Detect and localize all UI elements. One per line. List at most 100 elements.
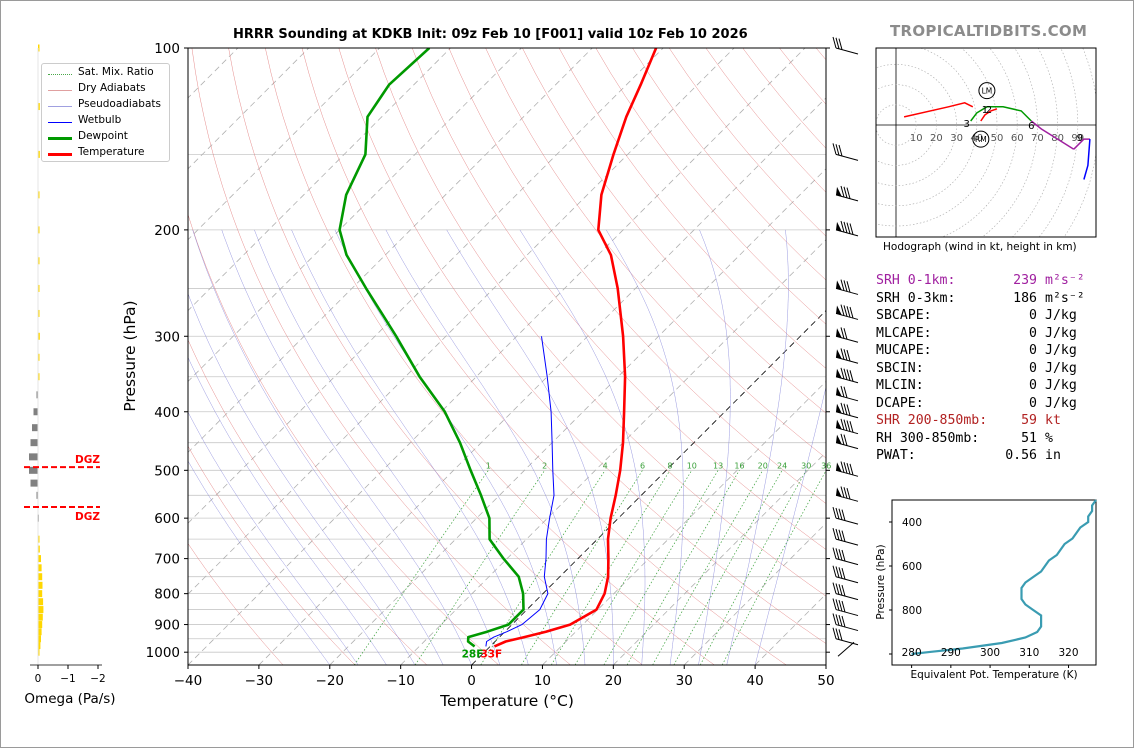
barb-tick [832,598,837,610]
theta-x-tick-label: 320 [1059,647,1079,659]
stat-label: RH 300-850mb: [876,430,980,446]
barb-tick [832,143,837,155]
omega-bar [38,309,40,317]
theta-x-tick-label: 290 [941,647,961,659]
barb-tick [843,434,848,446]
barb-tick [843,403,848,415]
barb-flag [836,280,842,291]
skewt-frame [187,47,827,666]
wind-barb [832,582,859,601]
chart-title: HRRR Sounding at KDKB Init: 09z Feb 10 [… [233,27,748,42]
temp-tick-label: 30 [676,673,693,689]
isotherm [329,168,826,665]
omega-bar [38,257,40,265]
stat-label: MLCAPE: [876,325,932,341]
hodo-height-label: 1 [982,105,988,116]
surface-dewpoint-label: 28F [462,648,484,660]
theta-frame [891,499,1097,666]
stat-value: 0 [1029,378,1037,393]
profile-dewpoint [338,48,525,648]
stat-label: DCAPE: [876,395,924,411]
omega-tick-label: −1 [60,673,75,685]
stat-label: PWAT: [876,448,916,463]
omega-bar [36,491,38,499]
barb-tick [846,349,851,362]
stat-value: 186 [1013,290,1037,306]
barb-tick [832,528,837,540]
stat-value: 0 [1029,395,1037,411]
storm-motion-label: LM [982,87,993,96]
barb-tick [843,305,848,317]
mixing-ratio-label: 10 [687,461,697,470]
hodo-segment [980,108,998,122]
stat-unit: J/kg [1045,360,1077,376]
temp-tick-label: 50 [817,673,834,689]
barb-tick [846,420,851,432]
theta-y-tick-label: 400 [902,517,922,529]
pressure-tick-label: 1000 [146,645,180,661]
omega-bar [30,439,38,447]
stat-label: MUCAPE: [876,343,932,358]
mixing-ratio-label: 36 [821,461,831,470]
barb-tick [843,221,848,233]
hodo-segment [1073,138,1090,150]
mixing-ratio-line [550,470,671,665]
stat-value: 0 [1029,325,1037,341]
barb-flag [836,386,842,397]
stat-unit: J/kg [1045,308,1077,323]
mixing-ratio-label: 2 [542,461,547,470]
wind-barb [837,641,855,657]
stat-value: 239 [1013,273,1037,288]
wind-barb [835,461,859,477]
barb-tick [832,565,837,577]
isotherm [258,97,826,665]
hodo-segment [970,106,1032,122]
brand-watermark: TROPICALTIDBITS.COM [890,22,1088,40]
barb-tick [835,566,840,578]
hodo-ring [876,48,978,207]
barb-tick [838,529,843,541]
dry-adiabat [595,48,826,325]
wind-barb [832,507,859,525]
barb-tick [835,37,840,49]
stat-unit: J/kg [1045,325,1077,341]
barb-tick [840,279,845,291]
omega-bar [36,391,38,399]
hodo-ring [876,84,937,166]
pseudoadiabat [188,292,416,665]
pressure-tick-label: 400 [154,405,180,421]
omega-bar [38,573,43,581]
stat-unit: J/kg [1045,378,1077,393]
barb-tick [840,185,845,198]
mixing-ratio-label: 20 [758,461,768,470]
barb-tick [841,584,846,597]
barb-tick [849,421,854,433]
barb-tick [841,600,846,613]
barb-tick [835,599,840,611]
omega-bar [38,353,40,361]
barb-staff [837,641,855,657]
barb-staff [835,609,859,617]
barb-tick [835,507,840,520]
omega-bar [29,453,38,461]
barb-tick [840,220,845,233]
theta-y-label: Pressure (hPa) [875,544,887,619]
barb-tick [835,583,840,595]
barb-tick [832,36,837,49]
barb-tick [841,568,846,580]
stat-unit: % [1045,430,1053,446]
wind-barb [835,279,859,295]
mixing-ratio-line [354,470,489,665]
stat-unit: J/kg [1045,395,1077,411]
dry-adiabat [188,445,356,665]
stat-unit: m²s⁻² [1045,273,1085,288]
stat-unit: J/kg [1045,343,1077,358]
dry-adiabat [301,48,787,665]
dry-adiabat [188,339,428,665]
omega-bar [33,408,38,416]
skewt-profiles [338,48,658,648]
barb-tick [841,530,846,542]
mixing-ratio-label: 24 [777,461,787,470]
mixing-ratio-line [574,470,693,665]
